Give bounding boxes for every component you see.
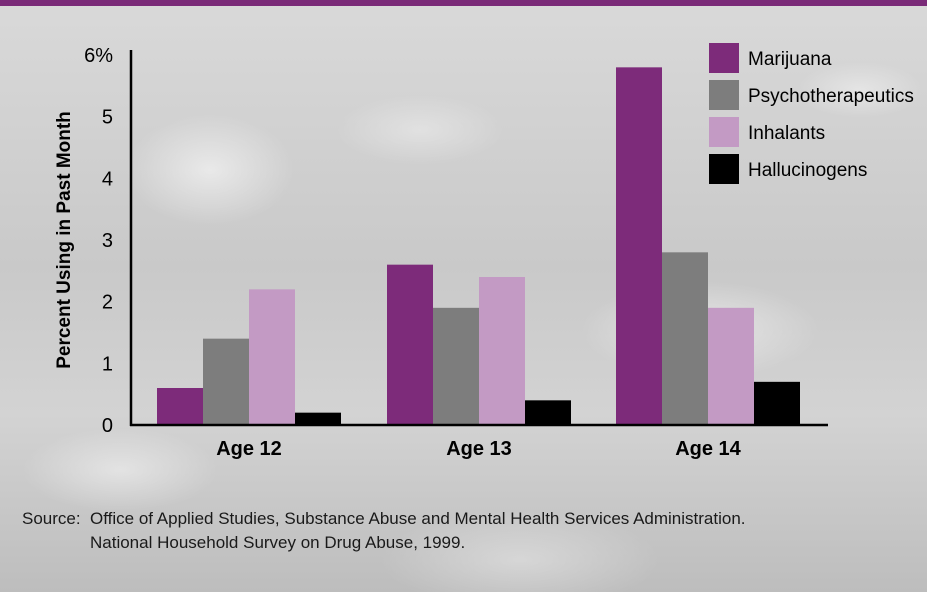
x-tick-label-age-13: Age 13: [446, 438, 512, 460]
bar-psychotherapeutics-age-14: [662, 252, 708, 425]
source-line-1: Office of Applied Studies, Substance Abu…: [90, 509, 746, 528]
source-line-2: National Household Survey on Drug Abuse,…: [90, 533, 466, 552]
y-tick-label: 1: [102, 353, 113, 375]
bar-psychotherapeutics-age-13: [433, 307, 479, 425]
bar-psychotherapeutics-age-12: [203, 338, 249, 425]
legend-swatch-psychotherapeutics: [709, 80, 739, 110]
source-label: Source:: [22, 509, 81, 528]
legend: Marijuana Psychotherapeutics Inhalants Hall…: [709, 43, 914, 184]
bar-inhalants-age-14: [708, 307, 754, 425]
bar-marijuana-age-13: [387, 264, 433, 425]
x-tick-label-age-14: Age 14: [675, 438, 741, 460]
legend-label-psychotherapeutics: Psychotherapeutics: [748, 86, 914, 107]
source-note: Source: Office of Applied Studies, Substa…: [22, 507, 746, 555]
bar-marijuana-age-12: [157, 388, 203, 425]
x-tick-label-age-12: Age 12: [216, 438, 282, 460]
bar-marijuana-age-14: [616, 67, 662, 425]
y-tick-label: 6%: [84, 45, 113, 67]
bar-inhalants-age-12: [249, 289, 295, 425]
legend-label-marijuana: Marijuana: [748, 49, 832, 70]
legend-label-inhalants: Inhalants: [748, 123, 825, 144]
bar-hallucinogens-age-14: [754, 381, 800, 425]
y-tick-label: 3: [102, 230, 113, 252]
top-accent-bar: [0, 0, 927, 6]
bar-hallucinogens-age-13: [525, 400, 571, 425]
x-tick-labels: Age 12 Age 13 Age 14: [216, 438, 741, 460]
y-tick-labels: 0 1 2 3 4 5 6%: [84, 45, 113, 437]
y-tick-label: 2: [102, 292, 113, 314]
y-tick-label: 4: [102, 168, 113, 190]
y-axis-label: Percent Using in Past Month: [54, 111, 75, 369]
legend-swatch-hallucinogens: [709, 154, 739, 184]
y-tick-label: 5: [102, 107, 113, 129]
y-tick-label: 0: [102, 415, 113, 437]
bar-hallucinogens-age-12: [295, 412, 341, 425]
legend-swatch-marijuana: [709, 43, 739, 73]
bar-chart: 0 1 2 3 4 5 6% Age 12 Age 13 Age 14 Percent Usin…: [54, 43, 914, 460]
bar-inhalants-age-13: [479, 277, 525, 425]
legend-label-hallucinogens: Hallucinogens: [748, 160, 867, 181]
legend-swatch-inhalants: [709, 117, 739, 147]
bars-group: [157, 67, 800, 425]
